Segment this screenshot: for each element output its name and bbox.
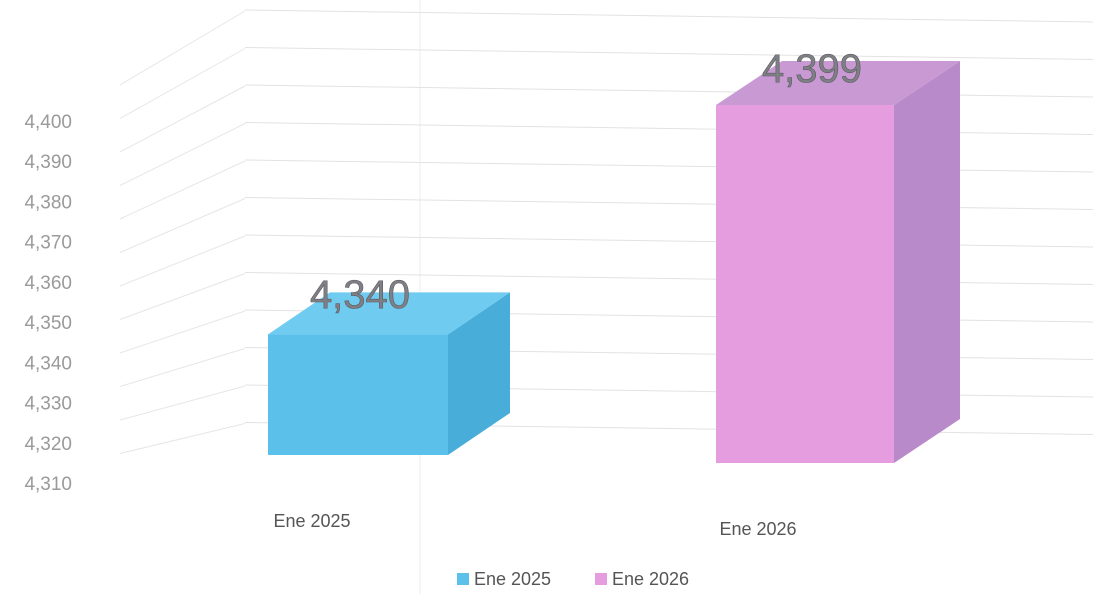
y-tick-label: 4,370 <box>24 233 72 254</box>
bars <box>268 61 960 464</box>
gridline-floor <box>119 348 246 387</box>
bar-side-face <box>448 292 510 455</box>
legend-item: Ene 2025 <box>457 569 551 589</box>
gridline-floor <box>119 48 246 119</box>
bar-side-face <box>894 61 960 464</box>
gridline-floor <box>119 423 246 454</box>
bar-top-face <box>716 61 960 106</box>
gridline-floor <box>119 198 246 253</box>
bar-top-face <box>268 292 510 335</box>
y-tick-label: 4,390 <box>24 152 72 173</box>
gridline <box>244 159 1093 173</box>
gridline <box>244 47 1093 60</box>
gridline-floor <box>119 310 246 354</box>
data-label: 4,399 <box>762 47 862 91</box>
data-label: 4,340 <box>310 273 410 317</box>
legend-label: Ene 2026 <box>612 569 689 589</box>
gridline-floor <box>119 235 246 287</box>
y-tick-label: 4,310 <box>24 474 72 495</box>
y-tick-label: 4,400 <box>24 112 72 133</box>
gridline <box>244 122 1093 135</box>
y-axis-tick-labels: 4,310 4,320 4,330 4,340 4,350 4,360 4,370 4,380… <box>24 112 72 495</box>
y-tick-label: 4,360 <box>24 273 72 294</box>
gridline <box>244 84 1093 98</box>
y-tick-label: 4,350 <box>24 313 72 334</box>
gridline <box>244 234 1093 248</box>
legend-swatch <box>457 573 469 585</box>
gridline-floor <box>119 123 246 186</box>
data-labels: 4,340 4,399 <box>310 47 863 318</box>
x-category-label: Ene 2026 <box>719 519 796 539</box>
legend-item: Ene 2026 <box>595 569 689 589</box>
legend-swatch <box>595 573 607 585</box>
y-tick-label: 4,340 <box>24 353 72 374</box>
gridline-floor <box>119 10 246 86</box>
y-tick-label: 4,380 <box>24 192 72 213</box>
gridline-floor <box>119 160 246 220</box>
gridline-floor <box>119 273 246 320</box>
legend-label: Ene 2025 <box>474 569 551 589</box>
gridline <box>244 9 1093 23</box>
bar-2 <box>716 61 960 464</box>
gridline-floor <box>119 385 246 421</box>
bar-front-face <box>268 334 448 455</box>
y-tick-label: 4,330 <box>24 394 72 415</box>
y-tick-label: 4,320 <box>24 434 72 455</box>
gridline-floor <box>119 85 246 153</box>
legend: Ene 2025 Ene 2026 <box>457 569 689 589</box>
gridline <box>244 197 1093 210</box>
x-axis-category-labels: Ene 2025 Ene 2026 <box>273 511 796 539</box>
x-category-label: Ene 2025 <box>273 511 350 531</box>
bar-1 <box>268 292 510 455</box>
bar-front-face <box>716 105 894 464</box>
